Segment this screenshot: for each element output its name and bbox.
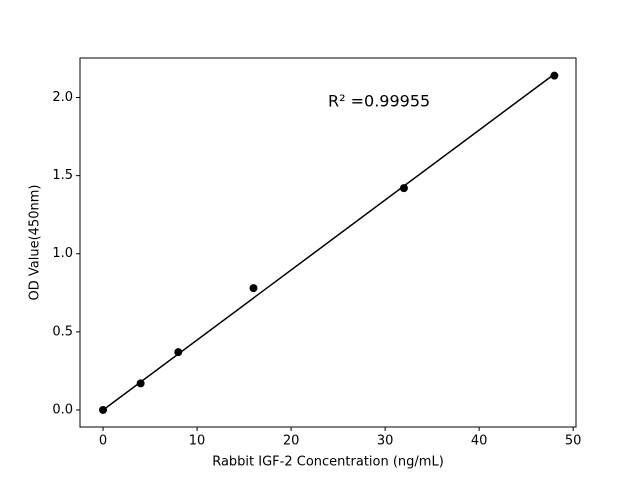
y-axis-label: OD Value(450nm) bbox=[28, 185, 43, 301]
x-tick-label: 40 bbox=[471, 434, 488, 449]
x-axis-label: Rabbit IGF-2 Concentration (ng/mL) bbox=[212, 455, 444, 470]
plot-frame bbox=[79, 57, 577, 428]
x-tick-label: 10 bbox=[189, 434, 206, 449]
data-point bbox=[550, 71, 559, 80]
data-point bbox=[249, 284, 258, 293]
data-point bbox=[399, 184, 408, 193]
fit-line bbox=[102, 73, 555, 411]
data-point bbox=[174, 348, 183, 357]
x-tick-label: 50 bbox=[565, 434, 582, 449]
data-point bbox=[99, 405, 108, 414]
y-tick-label: 1.0 bbox=[52, 246, 73, 261]
y-tick-label: 0.0 bbox=[52, 402, 73, 417]
data-point bbox=[136, 379, 145, 388]
y-tick-label: 1.5 bbox=[52, 168, 73, 183]
x-tick-label: 20 bbox=[283, 434, 300, 449]
y-tick-label: 2.0 bbox=[52, 90, 73, 105]
annotation: R² =0.99955 bbox=[328, 92, 430, 111]
x-tick-label: 0 bbox=[99, 434, 107, 449]
x-tick-label: 30 bbox=[377, 434, 394, 449]
y-tick-label: 0.5 bbox=[52, 324, 73, 339]
